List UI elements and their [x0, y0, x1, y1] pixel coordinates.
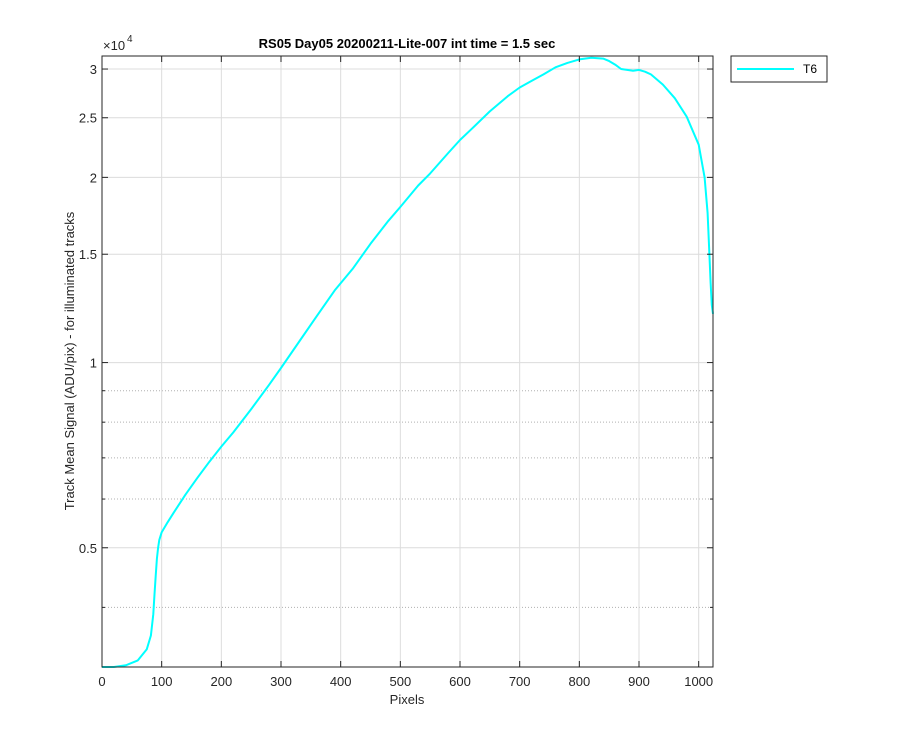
y-tick-label: 2.5 [79, 111, 97, 126]
tick-layer: 0 100 200 300 400 500 600 700 800 900 1000 0.5 1 1.5 2… [79, 56, 713, 689]
legend-label-t6: T6 [803, 62, 817, 76]
y-tick-label: 2 [90, 170, 97, 185]
y-tick-label: 1 [90, 356, 97, 371]
y-axis-title: Track Mean Signal (ADU/pix) - for illumi… [62, 211, 77, 510]
grid-layer [101, 56, 713, 667]
x-tick-label: 700 [509, 674, 531, 689]
x-axis-title: Pixels [390, 692, 425, 707]
series-line-t6 [102, 56, 714, 668]
series-layer [102, 56, 714, 668]
legend: T6 [730, 55, 828, 83]
y-tick-label: 1.5 [79, 247, 97, 262]
x-tick-label: 200 [210, 674, 232, 689]
x-tick-label: 500 [389, 674, 411, 689]
plot-frame [101, 55, 714, 668]
x-tick-label: 1000 [684, 674, 713, 689]
x-tick-label: 800 [568, 674, 590, 689]
x-tick-label: 600 [449, 674, 471, 689]
x-tick-label: 300 [270, 674, 292, 689]
x-tick-label: 900 [628, 674, 650, 689]
chart-title: RS05 Day05 20200211-Lite-007 int time = … [259, 36, 556, 51]
plot-background [102, 56, 713, 667]
y-tick-label: 3 [90, 62, 97, 77]
y-exponent-base: ×10 [103, 38, 125, 53]
x-tick-label: 400 [330, 674, 352, 689]
y-exponent-power: 4 [127, 34, 133, 45]
x-tick-label: 100 [151, 674, 173, 689]
x-tick-label: 0 [98, 674, 105, 689]
y-tick-label: 0.5 [79, 541, 97, 556]
